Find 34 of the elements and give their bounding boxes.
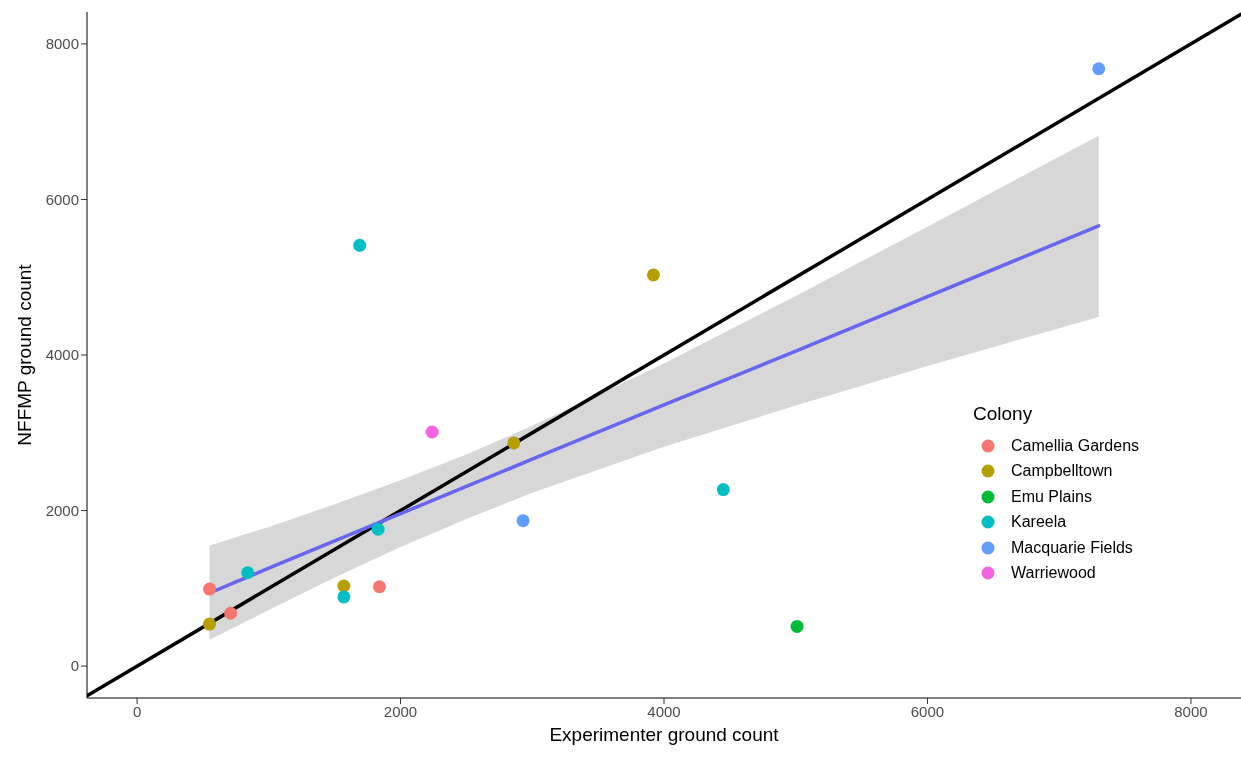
legend-label: Warriewood	[1011, 564, 1096, 583]
point	[425, 425, 439, 439]
y-tick-label: 4000	[45, 346, 79, 364]
legend-label: Emu Plains	[1011, 487, 1092, 506]
point	[646, 268, 660, 282]
point	[241, 566, 255, 580]
y-tick-label: 6000	[45, 190, 79, 208]
legend-label: Macquarie Fields	[1011, 538, 1133, 557]
point	[203, 582, 217, 596]
legend-label: Campbelltown	[1011, 462, 1113, 481]
x-tick-label: 6000	[910, 702, 945, 720]
point	[716, 483, 730, 497]
point	[507, 436, 521, 450]
point	[790, 619, 804, 633]
y-axis-title: NFFMP ground count	[13, 263, 35, 446]
point	[371, 522, 385, 536]
y-tick-label: 0	[70, 657, 79, 675]
point	[372, 580, 386, 594]
point	[337, 590, 351, 604]
x-tick-label: 0	[132, 702, 142, 720]
x-tick-label: 8000	[1174, 702, 1208, 720]
point	[224, 606, 238, 620]
x-tick-label: 2000	[383, 702, 418, 720]
legend-label: Kareela	[1011, 513, 1067, 532]
y-tick-label: 2000	[45, 501, 79, 519]
legend-title: Colony	[973, 403, 1034, 425]
point	[516, 514, 530, 528]
y-tick-label: 8000	[45, 35, 79, 53]
point	[203, 617, 217, 631]
x-tick-label: 4000	[647, 702, 681, 720]
legend-label: Camellia Gardens	[1011, 436, 1140, 455]
point	[353, 238, 367, 252]
x-axis-title: Experimenter ground count	[549, 724, 780, 745]
point	[1092, 62, 1106, 76]
